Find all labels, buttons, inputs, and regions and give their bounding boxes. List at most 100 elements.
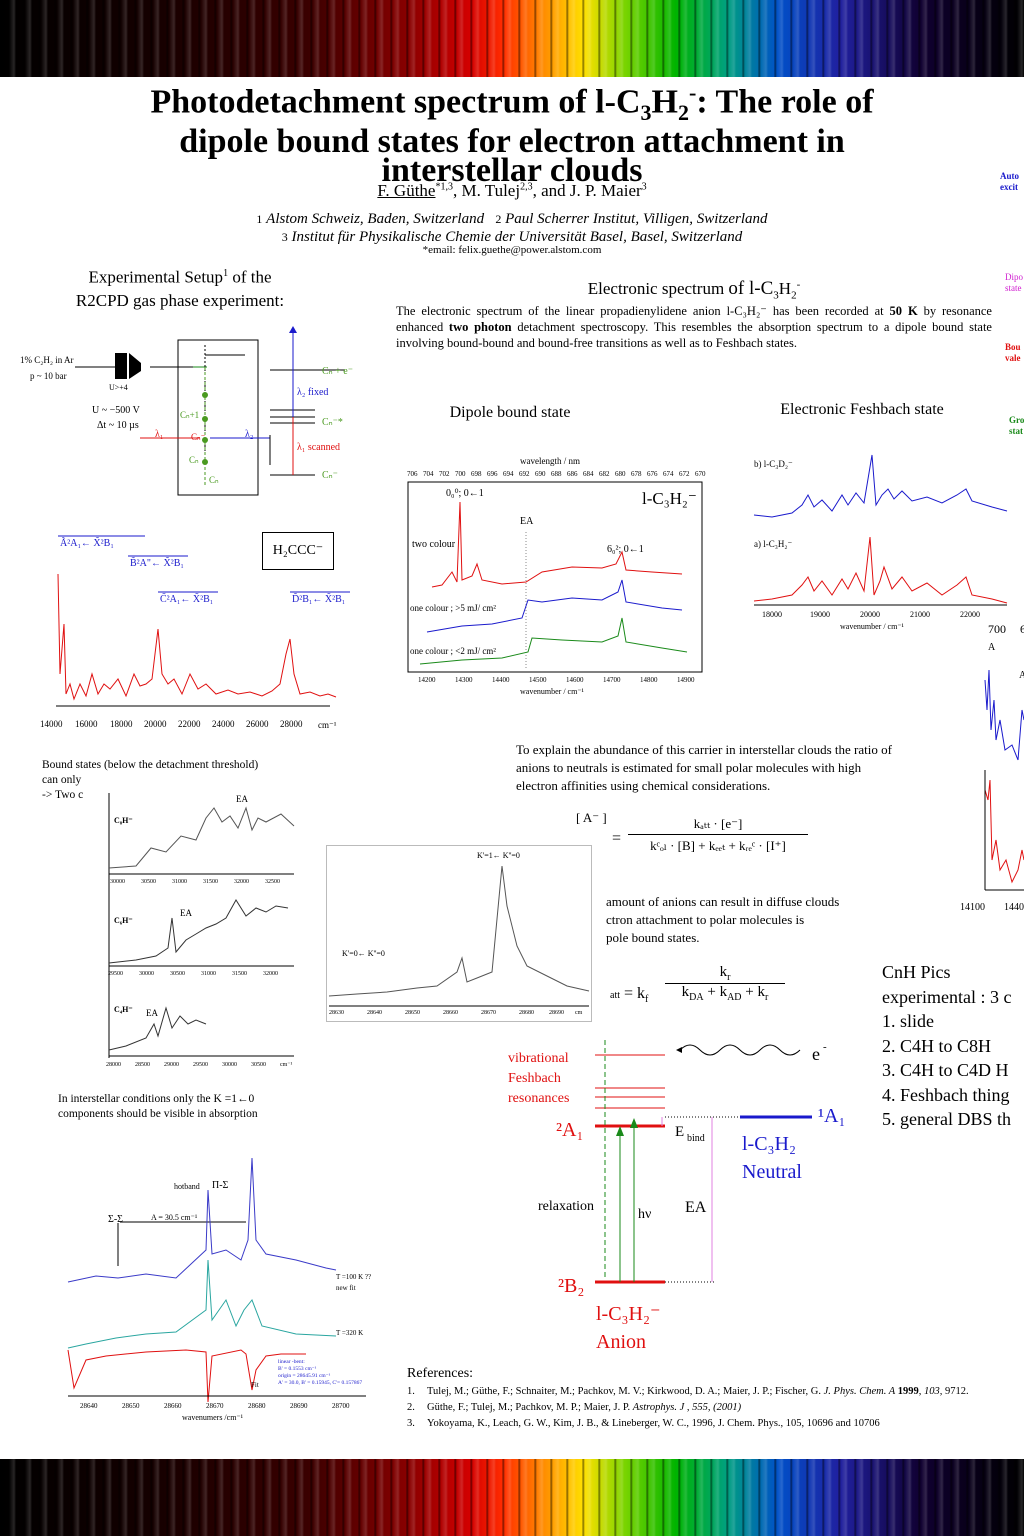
svg-text:wavenumers /cm⁻¹: wavenumers /cm⁻¹ (182, 1413, 244, 1422)
svg-text:678: 678 (631, 470, 642, 478)
svg-text:relaxation: relaxation (538, 1199, 594, 1214)
svg-text:28660: 28660 (164, 1402, 182, 1410)
svg-text:696: 696 (487, 470, 498, 478)
survey-spectrum: Ã²A₁← X̃²B₁ B̃²A"← X̃²B₁ C̃²A₁← X̃²B₁ D̃… (40, 535, 350, 730)
svg-text:λ₂ fixed: λ₂ fixed (297, 387, 328, 398)
svg-text:EA: EA (236, 794, 248, 804)
cnh-pics-notes: CnH Pics experimental : 3 c 1. slide 2. … (882, 962, 1012, 1129)
svg-text:C₆H⁻: C₆H⁻ (114, 916, 133, 925)
ratio-equation: [ A⁻ ] (576, 810, 607, 825)
svg-text:32500: 32500 (265, 879, 280, 885)
svg-text:31500: 31500 (203, 879, 218, 885)
edge-label-auto: Auto excit (1000, 171, 1020, 192)
bound-states-text: Bound states (below the detachment thres… (42, 759, 259, 801)
svg-text:20000: 20000 (144, 719, 167, 729)
svg-text:EA: EA (520, 516, 534, 527)
svg-text:31000: 31000 (172, 879, 187, 885)
svg-text:702: 702 (439, 470, 450, 478)
svg-text:D̃²B₁← X̃²B₁: D̃²B₁← X̃²B₁ (292, 592, 345, 605)
svg-text:28670: 28670 (481, 1010, 496, 1016)
poster-title: Photodetachment spectrum of l-C3H2-: The… (150, 80, 874, 190)
svg-text:684: 684 (583, 470, 594, 478)
svg-text:K'=0← K''=0: K'=0← K''=0 (342, 949, 385, 958)
svg-text:λ₂: λ₂ (245, 429, 253, 440)
svg-text:28640: 28640 (367, 1010, 382, 1016)
dipole-heading: Dipole bound state (449, 404, 571, 421)
svg-text:E: E (675, 1124, 684, 1140)
svg-text:22000: 22000 (178, 719, 201, 729)
svg-text:690: 690 (535, 470, 546, 478)
spectrum-band-bottom (0, 1459, 1024, 1536)
dipole-spectrum: wavelength / nm 706 704 702 700 698 696 694 692… (407, 456, 706, 696)
ratio-fraction: kₐₜₜ · [e⁻] kᶜₒₗ · [B] + kₑₑₜ + kᵣₑᶜ · [… (628, 816, 808, 854)
svg-text:Anion: Anion (596, 1331, 646, 1353)
svg-text:Cₙ⁻: Cₙ⁻ (322, 470, 338, 481)
svg-text:29500: 29500 (193, 1062, 208, 1068)
svg-text:14700: 14700 (603, 676, 621, 684)
svg-text:resonances: resonances (508, 1091, 569, 1106)
svg-text:Cₙ⁻: Cₙ⁻ (191, 432, 206, 442)
reference-1: 1. Tulej, M.; Güthe, F.; Schnaiter, M.; … (407, 1386, 969, 1397)
svg-text:28660: 28660 (443, 1010, 458, 1016)
svg-text:b) l-C₃D₂⁻: b) l-C₃D₂⁻ (754, 459, 793, 469)
svg-text:28000: 28000 (280, 719, 303, 729)
svg-text:cm⁻¹: cm⁻¹ (318, 720, 337, 730)
equals-sign: = (612, 830, 622, 847)
svg-text:18000: 18000 (110, 719, 133, 729)
svg-text:31000: 31000 (201, 971, 216, 977)
svg-text:Cₙ⁻*: Cₙ⁻* (322, 417, 343, 428)
svg-text:682: 682 (599, 470, 610, 478)
svg-text:A: A (1019, 670, 1024, 681)
svg-text:EA: EA (685, 1199, 707, 1216)
svg-text:cm⁻¹: cm⁻¹ (280, 1062, 292, 1068)
setup-heading: Experimental Setup1 of the R2CPD gas pha… (75, 267, 285, 310)
svg-text:λ₁: λ₁ (155, 429, 163, 440)
svg-text:674: 674 (663, 470, 674, 478)
svg-text:C₄H⁻: C₄H⁻ (114, 1005, 133, 1014)
svg-text:linear -bent:: linear -bent: (278, 1359, 305, 1365)
feshbach-spectrum: b) l-C₃D₂⁻ a) l-C₃H₂⁻ 18000 19000 20000 210… (753, 454, 1008, 631)
svg-text:vibrational: vibrational (508, 1051, 569, 1066)
edge-label-bou: Bou vale (1005, 342, 1021, 363)
svg-text:EA: EA (180, 908, 192, 918)
svg-text:new fit: new fit (336, 1284, 356, 1292)
svg-text:672: 672 (679, 470, 690, 478)
edge-label-dipo: Dipo state (1005, 272, 1023, 293)
svg-text:24000: 24000 (212, 719, 235, 729)
electronic-heading: Electronic spectrum of l-C3H2- (587, 278, 801, 302)
svg-text:hotband: hotband (174, 1182, 200, 1191)
svg-text:-: - (823, 1041, 827, 1053)
svg-text:30000: 30000 (139, 971, 154, 977)
explain-continued: amount of anions can result in diffuse c… (606, 894, 840, 945)
svg-text:28680: 28680 (519, 1010, 534, 1016)
svg-text:Cₙ: Cₙ (189, 455, 199, 465)
svg-text:676: 676 (647, 470, 658, 478)
svg-text:680: 680 (615, 470, 626, 478)
svg-text:30000: 30000 (222, 1062, 237, 1068)
svg-text:1% C₂H₂ in Ar: 1% C₂H₂ in Ar (20, 355, 74, 365)
energy-diagram: vibrational Feshbach resonances e - ¹A₁ … (508, 1040, 845, 1353)
edge-label-gro: Gro stat (1009, 415, 1024, 436)
email: *email: felix.guethe@power.alstom.com (422, 244, 602, 256)
cnh-spectra-panel: C₈H⁻ EA 30000 30500 31000 31500 32000 32500 C… (106, 788, 298, 1071)
svg-text:A: A (988, 642, 996, 653)
svg-text:29500: 29500 (108, 971, 123, 977)
reference-2: 2. Güthe, F.; Tulej, M.; Pachkov, M. P.;… (407, 1402, 742, 1413)
authors: F. Güthe*1,3, M. Tulej2,3, and J. P. Mai… (377, 181, 647, 200)
svg-text:28500: 28500 (135, 1062, 150, 1068)
svg-text:14200: 14200 (418, 676, 436, 684)
svg-text:28690: 28690 (549, 1010, 564, 1016)
svg-text:688: 688 (551, 470, 562, 478)
svg-text:K'=1← K''=0: K'=1← K''=0 (477, 851, 520, 860)
h2ccc-label: H₂CCC⁻ (262, 532, 334, 570)
svg-text:Fit: Fit (251, 1381, 259, 1389)
svg-text:28670: 28670 (206, 1402, 224, 1410)
svg-text:B' = 0.1553 cm⁻¹: B' = 0.1553 cm⁻¹ (278, 1366, 317, 1372)
svg-text:14900: 14900 (677, 676, 695, 684)
svg-text:14500: 14500 (529, 676, 547, 684)
svg-text:28690: 28690 (290, 1402, 308, 1410)
svg-text:A' = 30.0, B' = 0.15945, C'=: A' = 30.0, B' = 0.15945, C'= 0.157867 (278, 1380, 362, 1386)
svg-text:694: 694 (503, 470, 514, 478)
svg-text:one colour ; >5 mJ/ cm²: one colour ; >5 mJ/ cm² (410, 603, 496, 613)
setup-diagram: 1% C₂H₂ in Ar p ~ 10 bar U>+4 U ~ −500 V… (20, 326, 353, 496)
